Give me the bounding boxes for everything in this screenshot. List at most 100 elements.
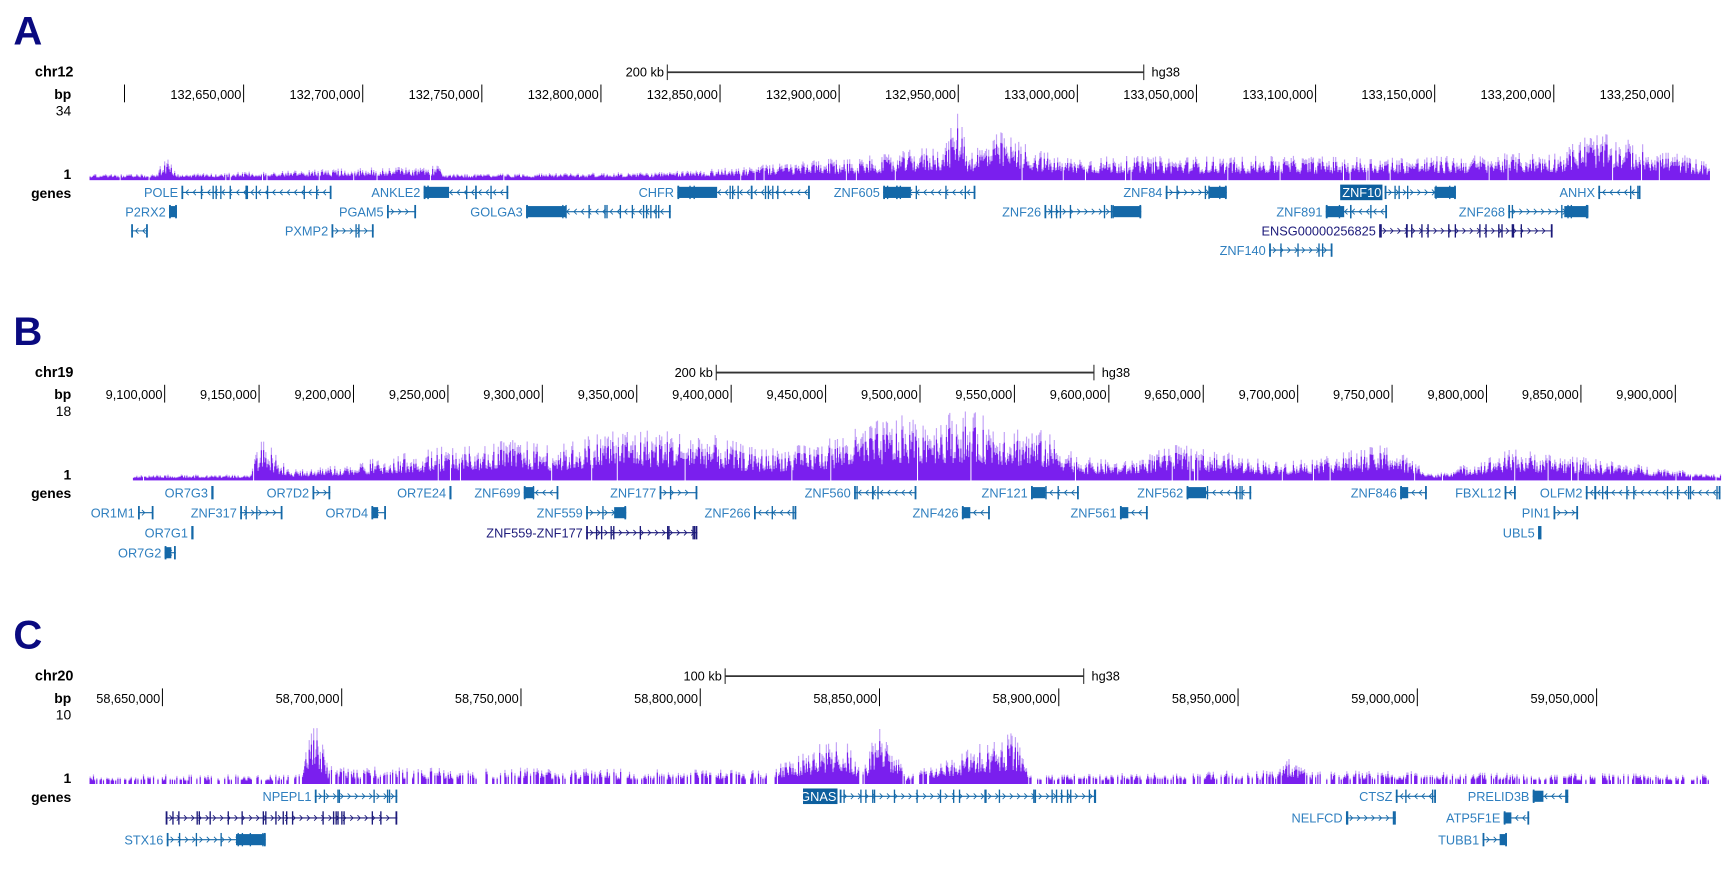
- exon: [1346, 811, 1349, 825]
- genes-track-label: genes: [31, 185, 71, 201]
- exon: [256, 506, 258, 520]
- exon: [475, 185, 477, 200]
- gene-label: ZNF846: [1351, 485, 1397, 500]
- gene-nelfcd[interactable]: NELFCD: [1292, 811, 1396, 826]
- gene-znf121[interactable]: ZNF121: [982, 485, 1079, 500]
- axis-tick-label: 132,950,000: [885, 87, 956, 102]
- gene-or7g2[interactable]: OR7G2: [118, 545, 176, 560]
- exon: [606, 204, 608, 219]
- gene-p2rx2[interactable]: P2RX2: [125, 204, 177, 219]
- gene-chfr[interactable]: CHFR: [639, 185, 810, 200]
- gene-or7d2[interactable]: OR7D2: [267, 485, 331, 500]
- coverage-max-label: 18: [56, 403, 72, 419]
- exon: [1666, 485, 1669, 500]
- exon: [1411, 224, 1413, 238]
- gene-golga3[interactable]: GOLGA3: [470, 204, 671, 219]
- gene-znf84[interactable]: ZNF84: [1123, 185, 1227, 200]
- gene-stx16[interactable]: STX16: [124, 832, 266, 847]
- exon: [619, 204, 622, 219]
- gene-label: PIN1: [1522, 505, 1550, 520]
- exon: [1405, 789, 1407, 803]
- exon: [1421, 224, 1423, 238]
- exon: [1626, 485, 1628, 500]
- exon: [358, 224, 360, 238]
- gene-znf605[interactable]: ZNF605: [834, 185, 976, 200]
- exon: [1059, 204, 1062, 219]
- gene-znf177[interactable]: ZNF177: [610, 485, 698, 500]
- gene-anhx[interactable]: ANHX: [1560, 185, 1641, 200]
- gene-npepl1[interactable]: NPEPL1: [263, 789, 398, 804]
- gene-znf10[interactable]: ZNF10: [1340, 184, 1456, 201]
- gene-or7g3[interactable]: OR7G3: [165, 485, 214, 500]
- exon: [1511, 204, 1514, 219]
- gene-or1m1[interactable]: OR1M1: [91, 505, 154, 520]
- gene-znf317[interactable]: ZNF317: [191, 505, 283, 520]
- gene-label: GOLGA3: [470, 204, 523, 219]
- axis-tick-label: 58,700,000: [276, 691, 340, 706]
- gene-znf268[interactable]: ZNF268: [1459, 204, 1589, 219]
- coverage-min-label: 1: [64, 466, 72, 482]
- exon: [1204, 185, 1207, 200]
- gene-znf266[interactable]: ZNF266: [705, 505, 797, 520]
- gene-znf846[interactable]: ZNF846: [1351, 485, 1427, 500]
- gene-ankle2[interactable]: ANKLE2: [371, 185, 509, 200]
- axis-tick-label: 9,500,000: [861, 387, 918, 402]
- exon: [839, 789, 842, 803]
- exon: [1297, 243, 1299, 257]
- gene-znf559-znf177[interactable]: ZNF559-ZNF177: [486, 525, 698, 540]
- gene-znf560[interactable]: ZNF560: [805, 485, 917, 500]
- gene-znf26[interactable]: ZNF26: [1002, 204, 1142, 219]
- gene-ubl5[interactable]: UBL5: [1503, 525, 1542, 540]
- exon: [595, 526, 598, 540]
- gene-znf699[interactable]: ZNF699: [474, 485, 559, 500]
- gene-znf562[interactable]: ZNF562: [1137, 485, 1252, 500]
- gene-or7d4[interactable]: OR7D4: [326, 505, 386, 520]
- gene-fbxl12[interactable]: FBXL12: [1455, 485, 1516, 500]
- exon: [1077, 485, 1079, 500]
- axis-tick-label: 9,600,000: [1050, 387, 1107, 402]
- gene-znf561[interactable]: ZNF561: [1071, 505, 1148, 520]
- axis-tick-label: 9,900,000: [1616, 387, 1673, 402]
- gene-tubb1[interactable]: TUBB1: [1438, 832, 1507, 847]
- exon: [1034, 789, 1037, 803]
- exon: [380, 811, 382, 825]
- exon: [1060, 789, 1063, 803]
- exon: [642, 204, 645, 219]
- exon: [1561, 204, 1563, 219]
- gene-label: ZNF266: [705, 505, 751, 520]
- utr-block: [164, 547, 172, 559]
- gene-pin1[interactable]: PIN1: [1522, 505, 1579, 520]
- exon: [211, 485, 214, 500]
- gene-znf559[interactable]: ZNF559: [537, 505, 627, 520]
- gene-ensg00000256825[interactable]: ENSG00000256825: [1262, 224, 1553, 239]
- gene-atp5f1e[interactable]: ATP5F1E: [1446, 811, 1530, 826]
- chromosome-label: chr19: [35, 365, 74, 381]
- gene-pole[interactable]: POLE: [144, 185, 332, 200]
- axis-tick-label: 58,950,000: [1172, 691, 1236, 706]
- gene[interactable]: [131, 224, 148, 238]
- gene-znf426[interactable]: ZNF426: [912, 505, 990, 520]
- gene-gnas[interactable]: GNAS: [800, 788, 1097, 805]
- gene-olfm2[interactable]: OLFM2: [1540, 485, 1721, 500]
- gene-label: FBXL12: [1455, 485, 1501, 500]
- gene-ctsz[interactable]: CTSZ: [1359, 789, 1436, 804]
- exon: [1145, 506, 1148, 520]
- gene[interactable]: [165, 811, 398, 825]
- gene-label: ZNF426: [912, 505, 958, 520]
- exon: [1508, 204, 1511, 219]
- gene-label: P2RX2: [125, 204, 165, 219]
- gene-znf140[interactable]: ZNF140: [1220, 243, 1333, 258]
- gene-znf891[interactable]: ZNF891: [1276, 204, 1388, 219]
- exon: [196, 811, 198, 825]
- exon: [1718, 485, 1721, 500]
- gene-pxmp2[interactable]: PXMP2: [285, 224, 374, 239]
- gene-or7g1[interactable]: OR7G1: [145, 525, 194, 540]
- exon: [328, 485, 331, 500]
- axis-tick-label: 58,800,000: [634, 691, 698, 706]
- gene-or7e24[interactable]: OR7E24: [397, 485, 452, 500]
- gene-pgam5[interactable]: PGAM5: [339, 204, 417, 219]
- exon: [335, 811, 337, 825]
- gene-prelid3b[interactable]: PRELID3B: [1468, 789, 1569, 804]
- exon: [449, 485, 452, 500]
- exon: [255, 185, 258, 200]
